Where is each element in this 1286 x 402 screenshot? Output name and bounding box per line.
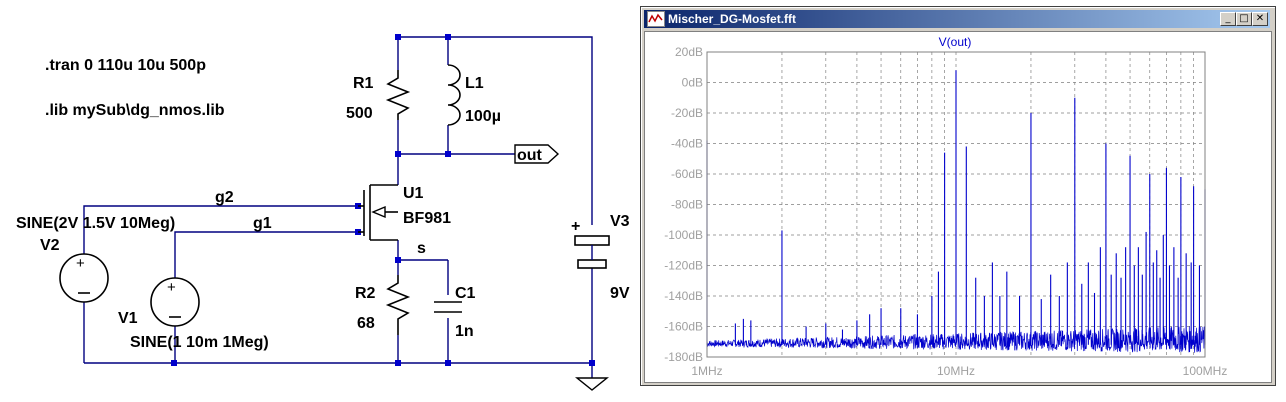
y-tick-label: -20dB [671, 106, 703, 120]
v2-value: SINE(2V 1.5V 10Meg) [16, 215, 175, 232]
v1-plus: + [167, 279, 176, 296]
v1-value: SINE(1 10m 1Meg) [130, 334, 269, 351]
u1-value: BF981 [403, 210, 451, 227]
net-label-s[interactable]: s [417, 240, 426, 257]
x-axis-ticks: 1MHz 10MHz 100MHz [691, 364, 1227, 378]
c1-name: C1 [455, 285, 476, 302]
fft-peaks [706, 70, 1206, 345]
y-tick-label: -120dB [664, 259, 703, 273]
r2-value: 68 [357, 315, 375, 332]
x-tick-label: 1MHz [691, 364, 722, 378]
y-tick-label: 20dB [675, 45, 703, 59]
fft-window[interactable]: Mischer_DG-Mosfet.fft _ □ ✕ V(out) 20dB 0… [640, 6, 1276, 386]
tran-directive[interactable]: .tran 0 110u 10u 500p [45, 57, 206, 74]
net-label-g1[interactable]: g1 [253, 215, 272, 232]
out-label-text: out [517, 147, 543, 164]
x-tick-label: 100MHz [1183, 364, 1228, 378]
l1-name: L1 [465, 75, 484, 92]
capacitor-c1[interactable]: C1 1n [434, 285, 476, 340]
window-titlebar[interactable]: Mischer_DG-Mosfet.fft _ □ ✕ [644, 10, 1270, 28]
l1-value: 100µ [465, 108, 501, 125]
y-axis-ticks: 20dB 0dB -20dB -40dB -60dB -80dB -100dB -120dB -… [664, 45, 703, 364]
minimize-button[interactable]: _ [1220, 12, 1236, 26]
out-net-label[interactable]: out [514, 144, 560, 164]
u1-name: U1 [403, 185, 424, 202]
net-label-g2[interactable]: g2 [215, 189, 234, 206]
waveform-icon [647, 11, 665, 27]
schematic-canvas[interactable]: .tran 0 110u 10u 500p .lib mySub\dg_nmos… [0, 0, 640, 402]
lib-directive[interactable]: .lib mySub\dg_nmos.lib [45, 102, 225, 119]
y-tick-label: -180dB [664, 350, 703, 364]
r1-name: R1 [353, 75, 374, 92]
r2-name: R2 [355, 285, 376, 302]
y-tick-label: -160dB [664, 320, 703, 334]
y-tick-label: 0dB [682, 76, 703, 90]
resistor-r1[interactable]: R1 500 [346, 70, 411, 122]
v1-name: V1 [118, 310, 138, 327]
mosfet-u1[interactable]: U1 BF981 [358, 184, 451, 241]
junction-nodes [171, 34, 595, 366]
trace-title[interactable]: V(out) [939, 35, 972, 49]
y-tick-label: -60dB [671, 167, 703, 181]
v3-plus-sign: + [571, 218, 580, 235]
window-title: Mischer_DG-Mosfet.fft [668, 12, 797, 26]
y-tick-label: -80dB [671, 198, 703, 212]
y-tick-label: -140dB [664, 289, 703, 303]
y-tick-label: -100dB [664, 228, 703, 242]
v2-plus: + [76, 255, 85, 272]
plot-area[interactable]: V(out) 20dB 0dB -20dB -40dB -60dB -80dB -100dB… [644, 31, 1272, 383]
close-button[interactable]: ✕ [1252, 12, 1268, 26]
v2-name: V2 [40, 237, 60, 254]
voltage-source-v3[interactable]: + V3 9V [571, 213, 630, 302]
inductor-l1[interactable]: L1 100µ [447, 64, 501, 126]
r1-value: 500 [346, 105, 373, 122]
x-tick-label: 10MHz [937, 364, 975, 378]
resistor-r2[interactable]: R2 68 [355, 275, 411, 335]
y-tick-label: -40dB [671, 137, 703, 151]
maximize-button[interactable]: □ [1236, 12, 1252, 26]
v3-value: 9V [610, 285, 630, 302]
voltage-source-v2[interactable]: + V2 SINE(2V 1.5V 10Meg) [16, 215, 175, 303]
v3-name: V3 [610, 213, 630, 230]
ground-symbol [575, 377, 609, 391]
c1-value: 1n [455, 323, 474, 340]
wires [83, 36, 593, 378]
voltage-source-v1[interactable]: + V1 SINE(1 10m 1Meg) [118, 277, 269, 351]
